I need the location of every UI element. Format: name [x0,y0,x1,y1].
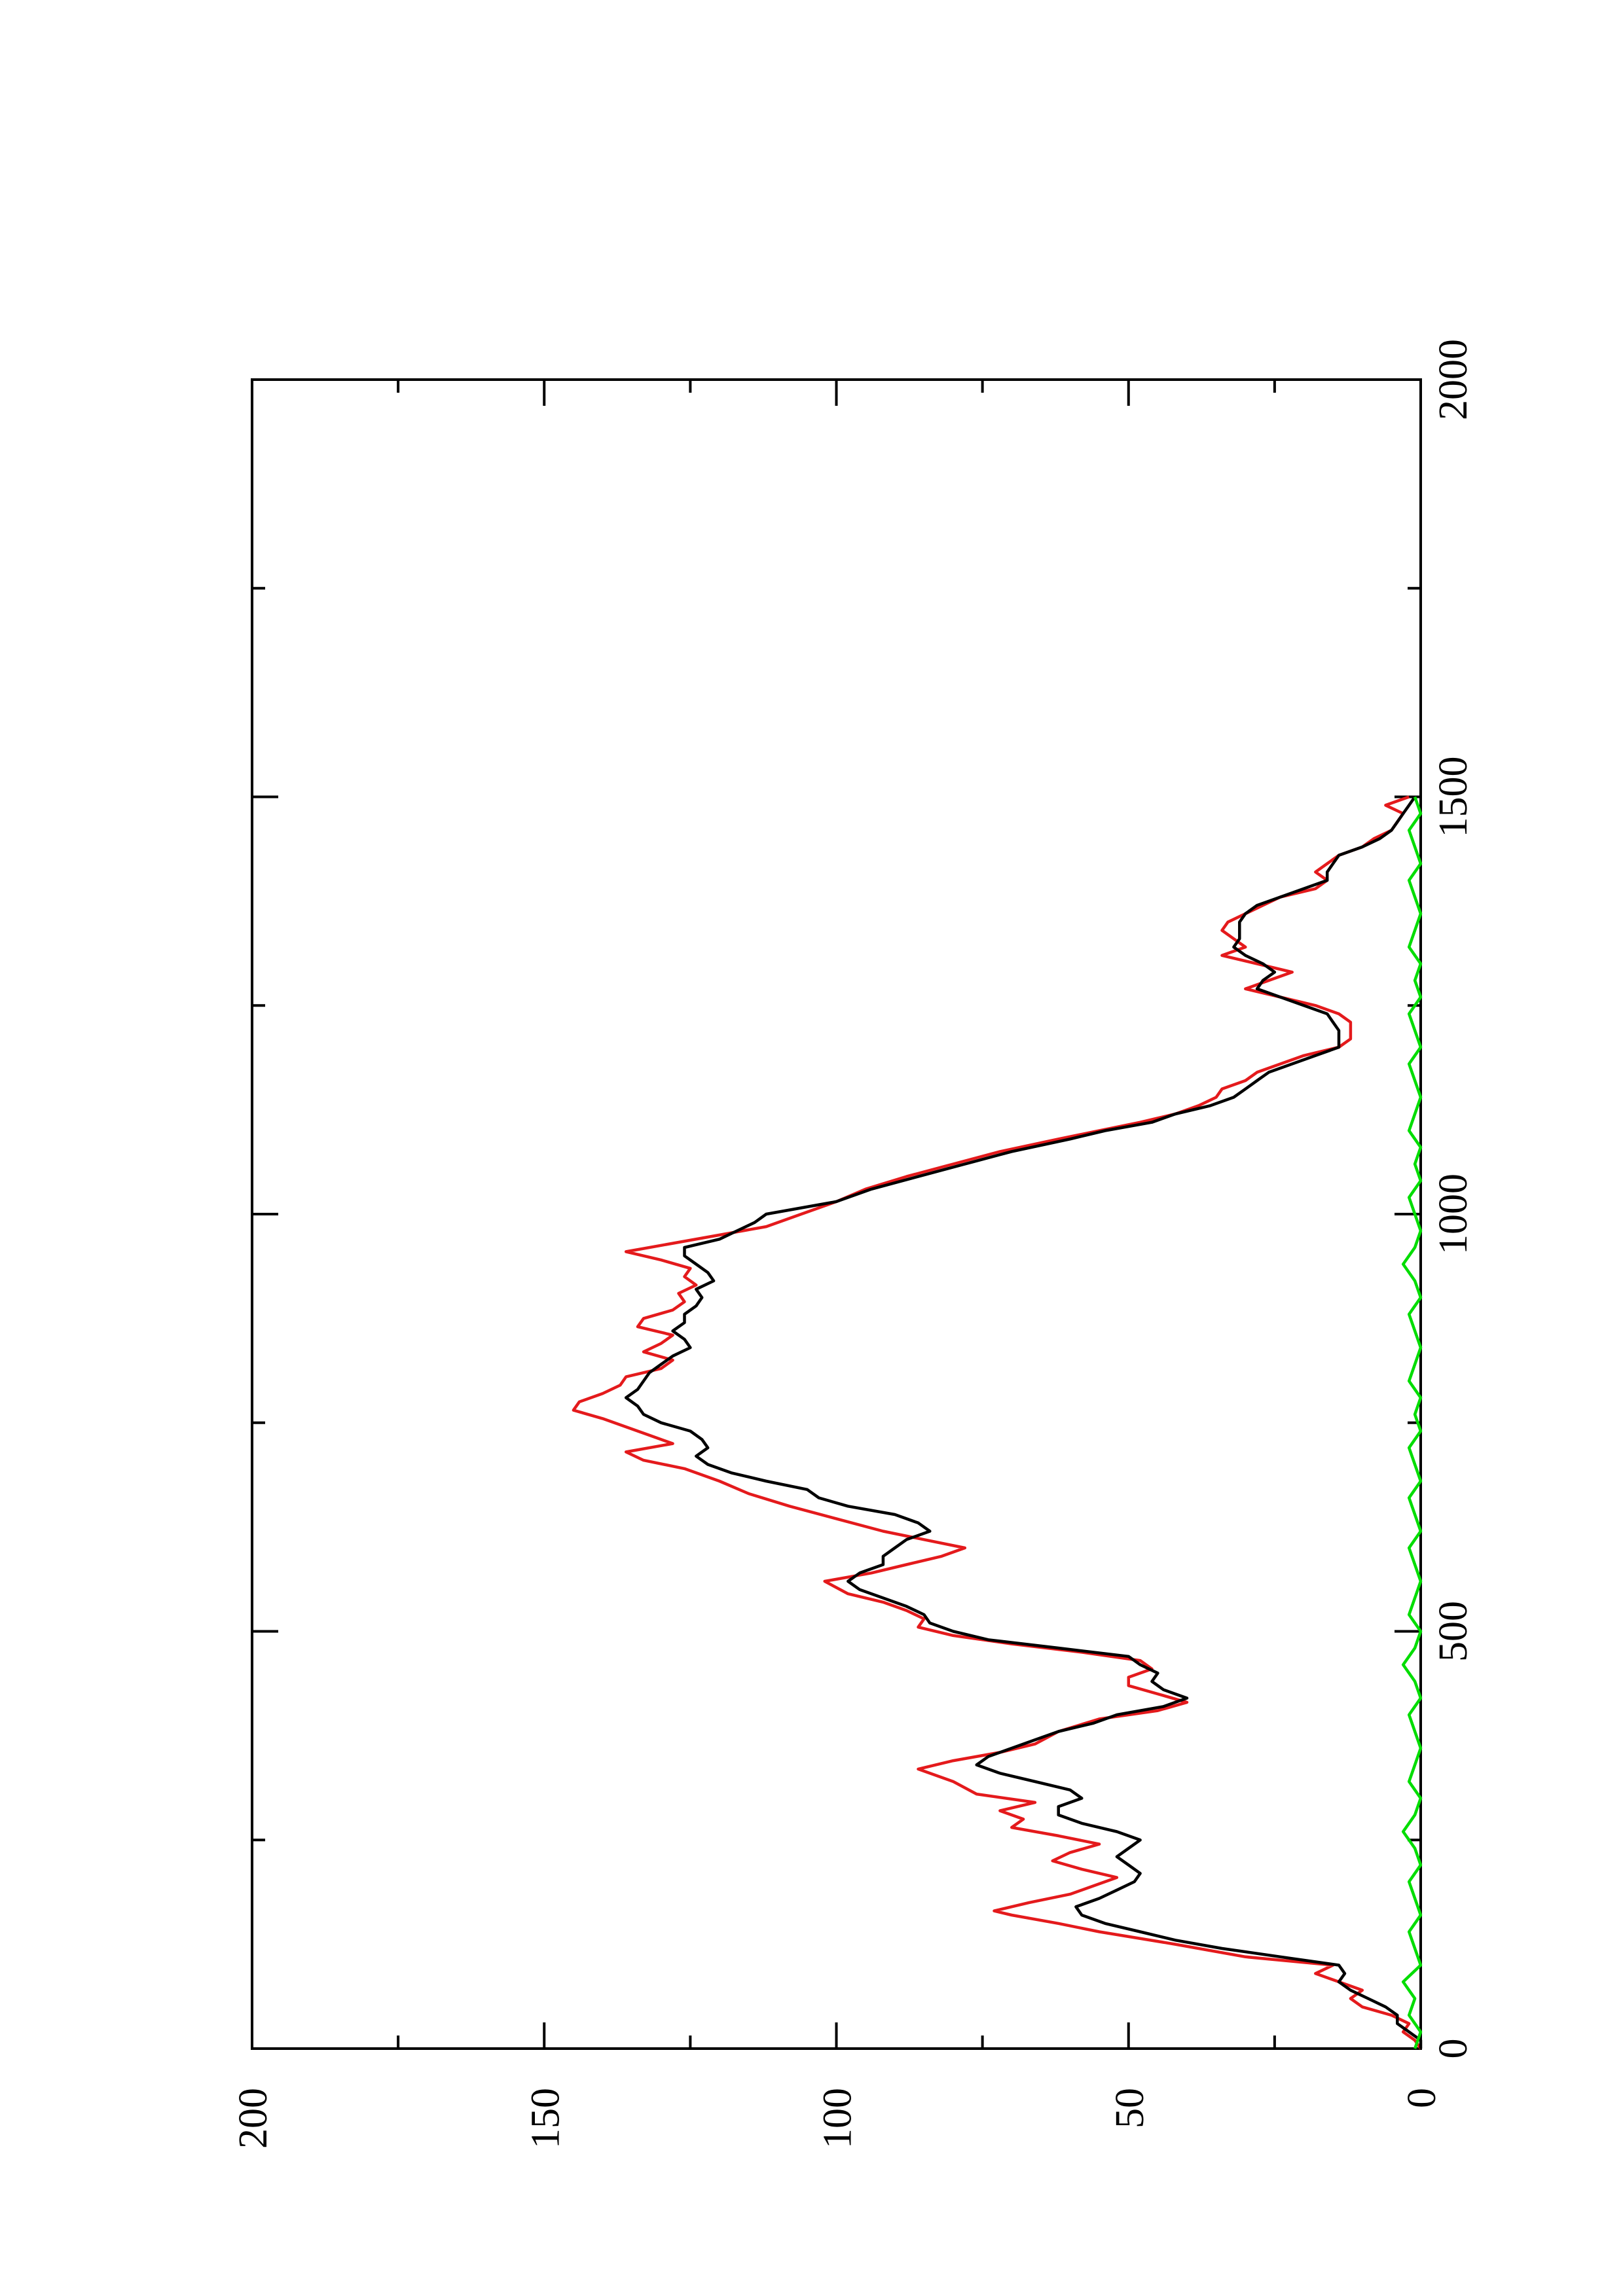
y-tick-label: 200 [231,2088,276,2149]
x-tick-label: 1500 [1431,757,1476,838]
x-tick-label: 1000 [1431,1174,1476,1255]
axis-ticks [251,378,1422,2050]
series-line-2 [624,796,1423,2049]
y-tick-label: 50 [1108,2088,1152,2128]
y-tick-label: 150 [523,2088,568,2149]
x-tick-label: 0 [1431,2039,1476,2059]
series-line-1 [572,795,1422,2050]
y-tick-label: 100 [816,2088,860,2149]
x-tick-label: 500 [1431,1601,1476,1662]
tick-labels: 0 500 1000 1500 2000 0 50 100 150 200 [231,339,1476,2149]
series-layer [572,795,1423,2050]
series-line-3 [1401,796,1423,2049]
plot-frame [251,378,1422,2050]
y-tick-label: 0 [1400,2088,1444,2108]
x-tick-label: 2000 [1431,339,1476,420]
